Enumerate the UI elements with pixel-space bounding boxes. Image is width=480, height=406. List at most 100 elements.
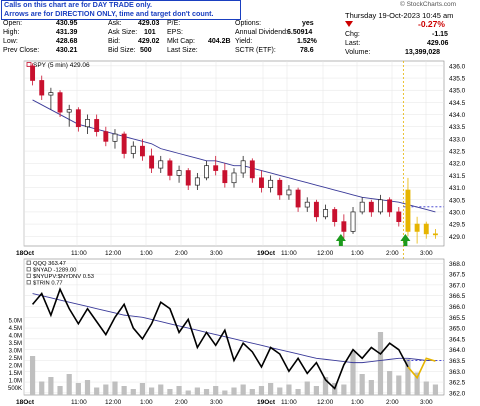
bottom-time-tick-label: 11:00: [71, 399, 87, 406]
time-tick-label: 12:00: [105, 250, 122, 257]
bottom-time-tick-label: 19Oct: [257, 399, 276, 406]
mkt-cap-label: Mkt Cap:: [167, 38, 196, 45]
legend-swatch-icon: [26, 260, 31, 265]
candle-body: [359, 201, 365, 213]
candle-body: [268, 179, 274, 188]
trade-notice: Calls on this chart are for DAY TRADE on…: [1, 0, 241, 20]
bottom-time-tick-label: 1:00: [140, 399, 153, 406]
bid-size-value: 500: [140, 47, 152, 54]
candle-body: [295, 189, 301, 208]
candle-body: [432, 233, 438, 236]
bid-label: Bid:: [108, 38, 121, 45]
candle-body: [259, 177, 264, 188]
bottom-time-tick-label: 12:00: [317, 399, 334, 406]
candle-body: [130, 145, 136, 154]
candle-body: [48, 92, 54, 96]
time-tick-label: 1:00: [351, 250, 364, 257]
volume-bar: [249, 389, 255, 395]
volume-bar: [231, 387, 237, 395]
price-tick-label: 429.0: [449, 234, 466, 241]
notice-line-2: Arrows are for DIRECTION ONLY, time and …: [4, 8, 214, 18]
volume-bar: [414, 372, 420, 395]
time-tick-label: 3:00: [210, 250, 223, 257]
volume-bar: [194, 387, 200, 395]
volume-bar: [258, 386, 265, 395]
qqq-tick-label: 362.5: [449, 380, 466, 387]
candle-body: [387, 199, 393, 213]
candle-body: [204, 165, 209, 179]
volume-tick-label: 2.0M: [9, 364, 22, 370]
bottom-time-tick-label: 12:00: [105, 399, 122, 406]
volume-tick-label: 3.5M: [9, 341, 22, 347]
qqq-tick-label: 368.0: [449, 261, 466, 268]
price-tick-label: 434.0: [449, 112, 466, 119]
candle-body: [39, 80, 45, 96]
volume-bar: [387, 371, 393, 395]
candle-body: [240, 160, 246, 174]
time-tick-label: 11:00: [71, 250, 87, 257]
volume-bar: [75, 383, 81, 395]
yield-value: 1.52%: [297, 38, 317, 45]
volume-tick-label: 500K: [8, 386, 22, 392]
candle-body: [304, 201, 310, 208]
qqq-tick-label: 362.0: [449, 390, 466, 397]
yield-label: Yield:: [235, 38, 253, 45]
sctr-value: 78.6: [300, 47, 314, 54]
time-tick-label: 11:00: [281, 250, 297, 257]
time-tick-label: 18Oct: [16, 250, 35, 257]
volume-bar: [66, 374, 72, 395]
bottom-time-tick-label: 2:00: [175, 399, 188, 406]
candle-body: [368, 201, 374, 213]
up-arrow-icon: [335, 234, 346, 246]
time-tick-label: 19Oct: [257, 250, 276, 257]
volume-bar: [176, 386, 182, 395]
bottom-time-tick-label: 1:00: [351, 399, 364, 406]
candle-body: [75, 109, 81, 128]
sctr-label: SCTR (ETF):: [235, 47, 276, 54]
candle-body: [167, 160, 173, 176]
candle-body: [231, 172, 237, 184]
volume-bar: [185, 390, 191, 395]
qqq-line: [31, 287, 409, 390]
candle-body: [194, 177, 200, 186]
low-value: 428.68: [56, 38, 78, 45]
volume-bar: [341, 384, 347, 395]
volume-bar: [158, 384, 164, 395]
volume-bar: [57, 386, 63, 395]
volume-bar: [112, 381, 118, 395]
volume-bar: [84, 380, 91, 395]
qqq-tick-label: 365.5: [449, 315, 466, 322]
volume-bar: [432, 384, 439, 395]
ask-value: 429.03: [138, 20, 160, 27]
price-tick-label: 435.0: [449, 88, 466, 95]
volume-bar: [368, 380, 374, 395]
dividend-label: Annual Dividend:: [235, 29, 288, 36]
qqq-tick-label: 367.0: [449, 282, 466, 289]
volume-bar: [94, 387, 100, 395]
qqq-tick-label: 366.5: [449, 293, 466, 300]
down-arrow-icon: [345, 21, 353, 27]
up-arrow-icon: [400, 234, 411, 246]
volume-bar: [359, 374, 365, 395]
price-legend: SPY (5 min) 429.06: [33, 62, 90, 69]
candle-body: [277, 179, 283, 196]
volume-bar: [313, 386, 319, 395]
volume-bar: [350, 351, 356, 395]
options-label: Options:: [235, 20, 262, 27]
datetime: Thursday 19-Oct-2023 10:45 am: [345, 11, 454, 20]
time-tick-label: 12:00: [317, 250, 334, 257]
candle-body: [405, 189, 411, 232]
qqq-tick-label: 363.0: [449, 369, 466, 376]
volume-tick-label: 5.0M: [9, 319, 22, 325]
last-value: 429.06: [427, 40, 449, 47]
volume-bar: [295, 389, 301, 395]
eps-label: EPS:: [167, 29, 183, 36]
volume-bar: [139, 383, 146, 395]
candle-body: [30, 65, 36, 81]
candle-body: [66, 109, 72, 113]
time-tick-label: 3:00: [420, 250, 433, 257]
ask-size-value: 101: [144, 29, 156, 36]
open-value: 430.95: [56, 20, 78, 27]
pe-label: P/E:: [167, 20, 181, 27]
price-tick-label: 431.5: [449, 173, 466, 180]
